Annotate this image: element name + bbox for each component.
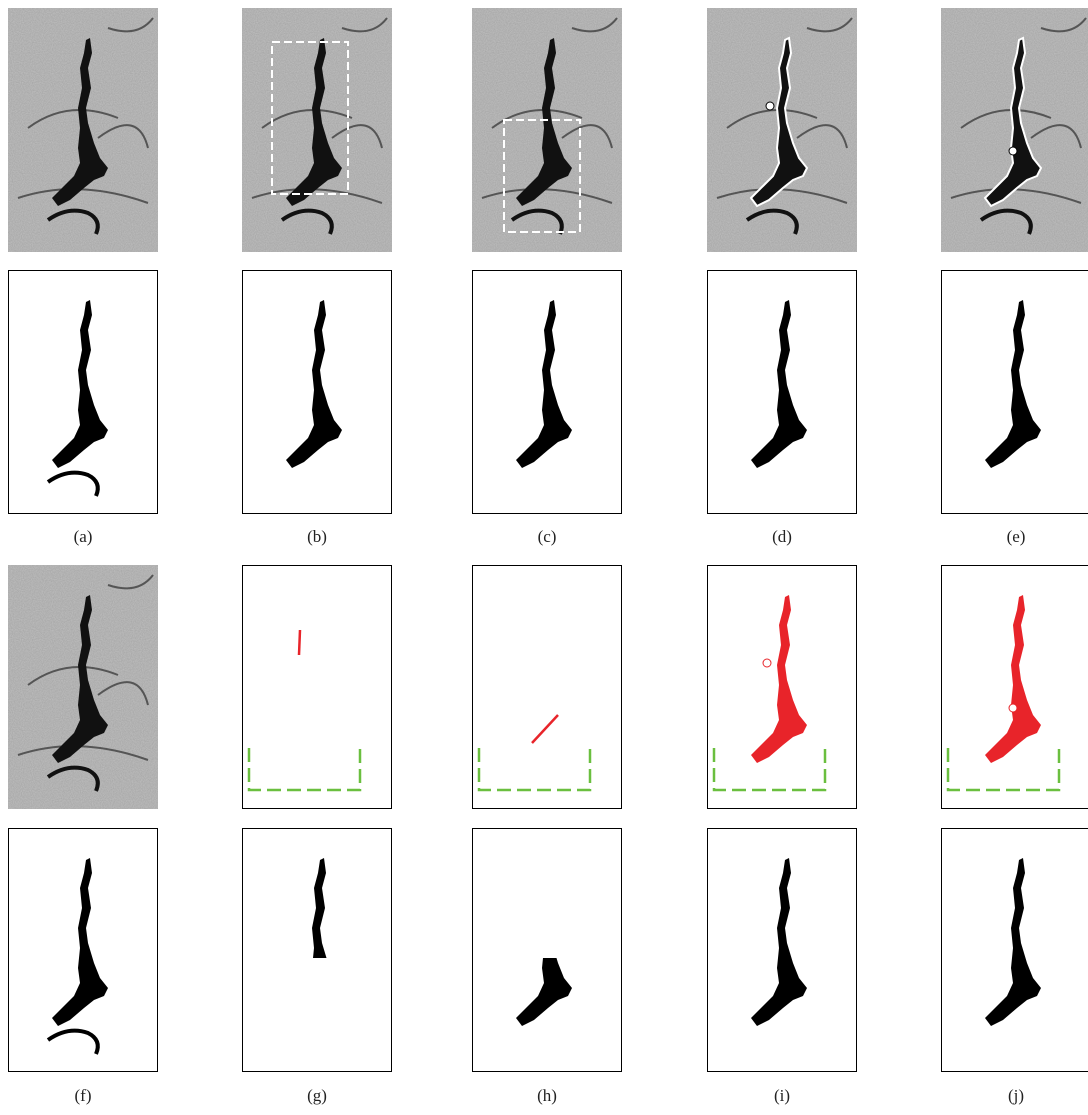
mask	[473, 566, 622, 809]
panel-caption: (h)	[537, 1086, 557, 1105]
sar-image	[472, 8, 622, 252]
panel-caption: (c)	[538, 527, 557, 546]
figure: (a) (b) (c) (d) (e) (f) (g) (h) (i) (j)	[0, 0, 1088, 1115]
panel-caption: (b)	[307, 527, 327, 546]
sar-image	[8, 565, 158, 809]
mask	[473, 829, 622, 1072]
panel-caption: (e)	[1007, 527, 1026, 546]
mask	[9, 829, 158, 1072]
panel-caption: (i)	[774, 1086, 790, 1105]
mask	[942, 566, 1088, 809]
mask	[942, 271, 1088, 514]
panel-caption: (j)	[1008, 1086, 1024, 1105]
page: (a)(b)(c)(d)(e)(f)(g)(h)(i)(j) (() => { …	[0, 0, 1088, 1115]
mask	[708, 829, 857, 1072]
mask	[473, 271, 622, 514]
mask	[243, 271, 392, 514]
panel-caption: (a)	[74, 527, 93, 546]
sar-image	[707, 8, 857, 252]
sar-image	[8, 8, 158, 252]
mask	[9, 271, 158, 514]
mask	[708, 566, 857, 809]
mask	[243, 829, 392, 1072]
sar-image	[941, 8, 1088, 252]
mask	[942, 829, 1088, 1072]
panel-caption: (d)	[772, 527, 792, 546]
panel-caption: (f)	[75, 1086, 92, 1105]
mask	[243, 566, 392, 809]
panel-caption: (g)	[307, 1086, 327, 1105]
sar-image	[242, 8, 392, 252]
mask	[708, 271, 857, 514]
